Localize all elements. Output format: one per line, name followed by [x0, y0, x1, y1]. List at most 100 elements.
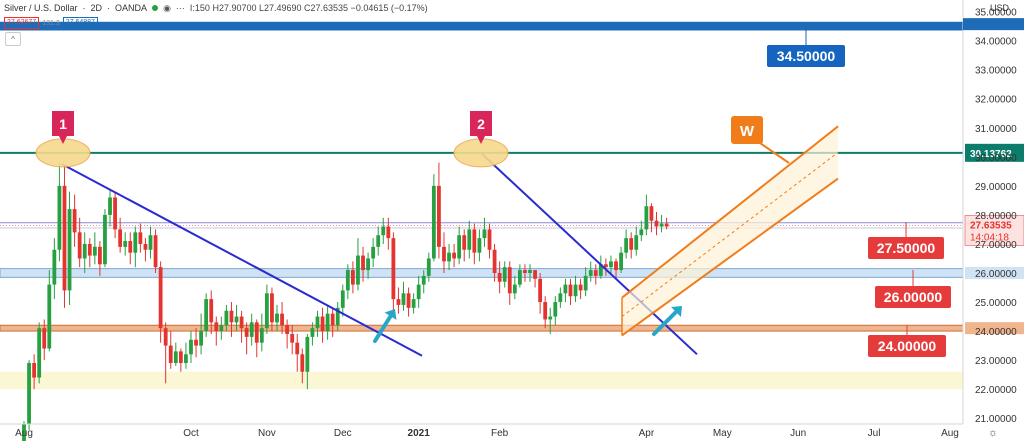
bid-box[interactable]: 27.62677	[4, 17, 40, 29]
y-tick-label: 22.00000	[975, 385, 1017, 396]
w-callout-pointer	[759, 142, 790, 164]
separator-dot: ·	[107, 3, 111, 13]
up-arrow-shaft	[373, 312, 394, 343]
bid-ask-row: 27.62677 131.3 27.64887	[4, 17, 98, 29]
candle-up	[57, 185, 62, 250]
candle-up	[619, 252, 623, 271]
price-label-26: 26.00000	[884, 289, 943, 305]
candle-down	[194, 339, 198, 346]
y-tick-label: 35.00000	[975, 8, 1017, 19]
y-tick-label: 23.00000	[975, 356, 1017, 367]
y-tick-label: 24.00000	[975, 327, 1017, 338]
price-label-24-box	[868, 335, 946, 357]
more-icon[interactable]: ⋯	[175, 2, 185, 13]
price-label-24: 24.00000	[878, 338, 937, 354]
candle-down	[128, 241, 133, 253]
candle-up	[27, 363, 31, 424]
candle-up	[467, 229, 472, 250]
y-tick-label: 26.00000	[975, 269, 1017, 280]
candle-up	[310, 328, 315, 337]
candle-up	[553, 302, 558, 317]
candle-up	[133, 232, 138, 253]
candle-up	[204, 299, 209, 332]
y-tick-label: 34.00000	[975, 37, 1017, 48]
candle-up	[401, 293, 406, 305]
marker-1-flag	[52, 111, 74, 144]
channel-lower	[621, 177, 839, 337]
axis-current-tag	[964, 215, 1024, 246]
candle-up	[609, 261, 613, 268]
y-tick-label: 21.00000	[975, 414, 1017, 425]
candle-up	[634, 235, 639, 250]
price-label-26-box	[875, 286, 951, 308]
yellow-support-zone	[0, 371, 963, 390]
candle-down	[543, 302, 548, 320]
candle-up	[426, 258, 431, 276]
candle-down	[578, 284, 583, 291]
candle-down	[406, 293, 411, 308]
candle-down	[533, 270, 537, 279]
candle-down	[497, 272, 502, 282]
price-label-34-5: 34.50000	[777, 48, 836, 64]
up-arrow-icon	[671, 306, 682, 317]
candle-down	[507, 267, 512, 294]
symbol-name[interactable]: Silver / U.S. Dollar	[4, 3, 78, 13]
y-tick-label: 30.00000	[975, 153, 1017, 164]
interval[interactable]: 2D	[90, 3, 103, 13]
candle-up	[517, 270, 522, 285]
candle-down	[214, 322, 219, 332]
collapse-button[interactable]: ^	[5, 32, 21, 46]
candle-up	[47, 284, 52, 349]
x-tick-label: Aug	[941, 428, 959, 439]
candle-down	[239, 316, 244, 329]
candle-up	[548, 316, 553, 320]
candle-up	[624, 238, 629, 253]
candle-up	[447, 252, 451, 262]
candle-up	[356, 255, 360, 285]
candle-up	[371, 246, 376, 259]
candle-up	[103, 214, 107, 265]
candle-down	[229, 310, 234, 323]
candle-down	[280, 313, 284, 326]
candle-up	[264, 293, 269, 329]
candle-up	[335, 307, 340, 326]
candle-down	[437, 185, 441, 247]
x-tick-label: Nov	[258, 428, 276, 439]
candle-up	[421, 275, 426, 285]
candle-up	[199, 331, 203, 346]
candle-up	[184, 354, 188, 364]
candle-up	[224, 310, 229, 326]
candle-up	[366, 258, 370, 271]
candle-up	[22, 424, 26, 441]
y-tick-label: 32.00000	[975, 95, 1017, 106]
axis-countdown: 14:04:18	[970, 232, 1009, 243]
candle-up	[598, 264, 603, 276]
spread-value: 131.3	[42, 19, 60, 27]
candle-down	[664, 223, 669, 227]
candle-up	[108, 197, 112, 215]
x-tick-label: Oct	[183, 428, 199, 439]
x-tick-label: Aug	[15, 428, 33, 439]
candle-up	[563, 284, 568, 294]
axis-tag-26	[965, 266, 1024, 279]
ask-box[interactable]: 27.64887	[62, 17, 98, 29]
candle-up	[345, 270, 350, 291]
candle-up	[639, 229, 644, 236]
candle-up	[588, 270, 593, 276]
axis-tag-34-5	[963, 18, 1024, 31]
eye-icon[interactable]: ◉	[163, 2, 171, 13]
candle-down	[158, 267, 163, 329]
y-tick-label: 29.00000	[975, 182, 1017, 193]
axis-tag-30-label: 30.13762	[970, 149, 1012, 160]
candle-down	[285, 325, 290, 334]
settings-gear-icon[interactable]: ☼	[988, 427, 998, 439]
candle-down	[649, 206, 654, 221]
candle-down	[72, 209, 77, 233]
candle-down	[442, 246, 446, 262]
candle-down	[593, 270, 598, 276]
candle-down	[538, 278, 543, 303]
candle-up	[340, 290, 345, 308]
x-tick-label: Jul	[868, 428, 881, 439]
candle-down	[330, 313, 335, 326]
